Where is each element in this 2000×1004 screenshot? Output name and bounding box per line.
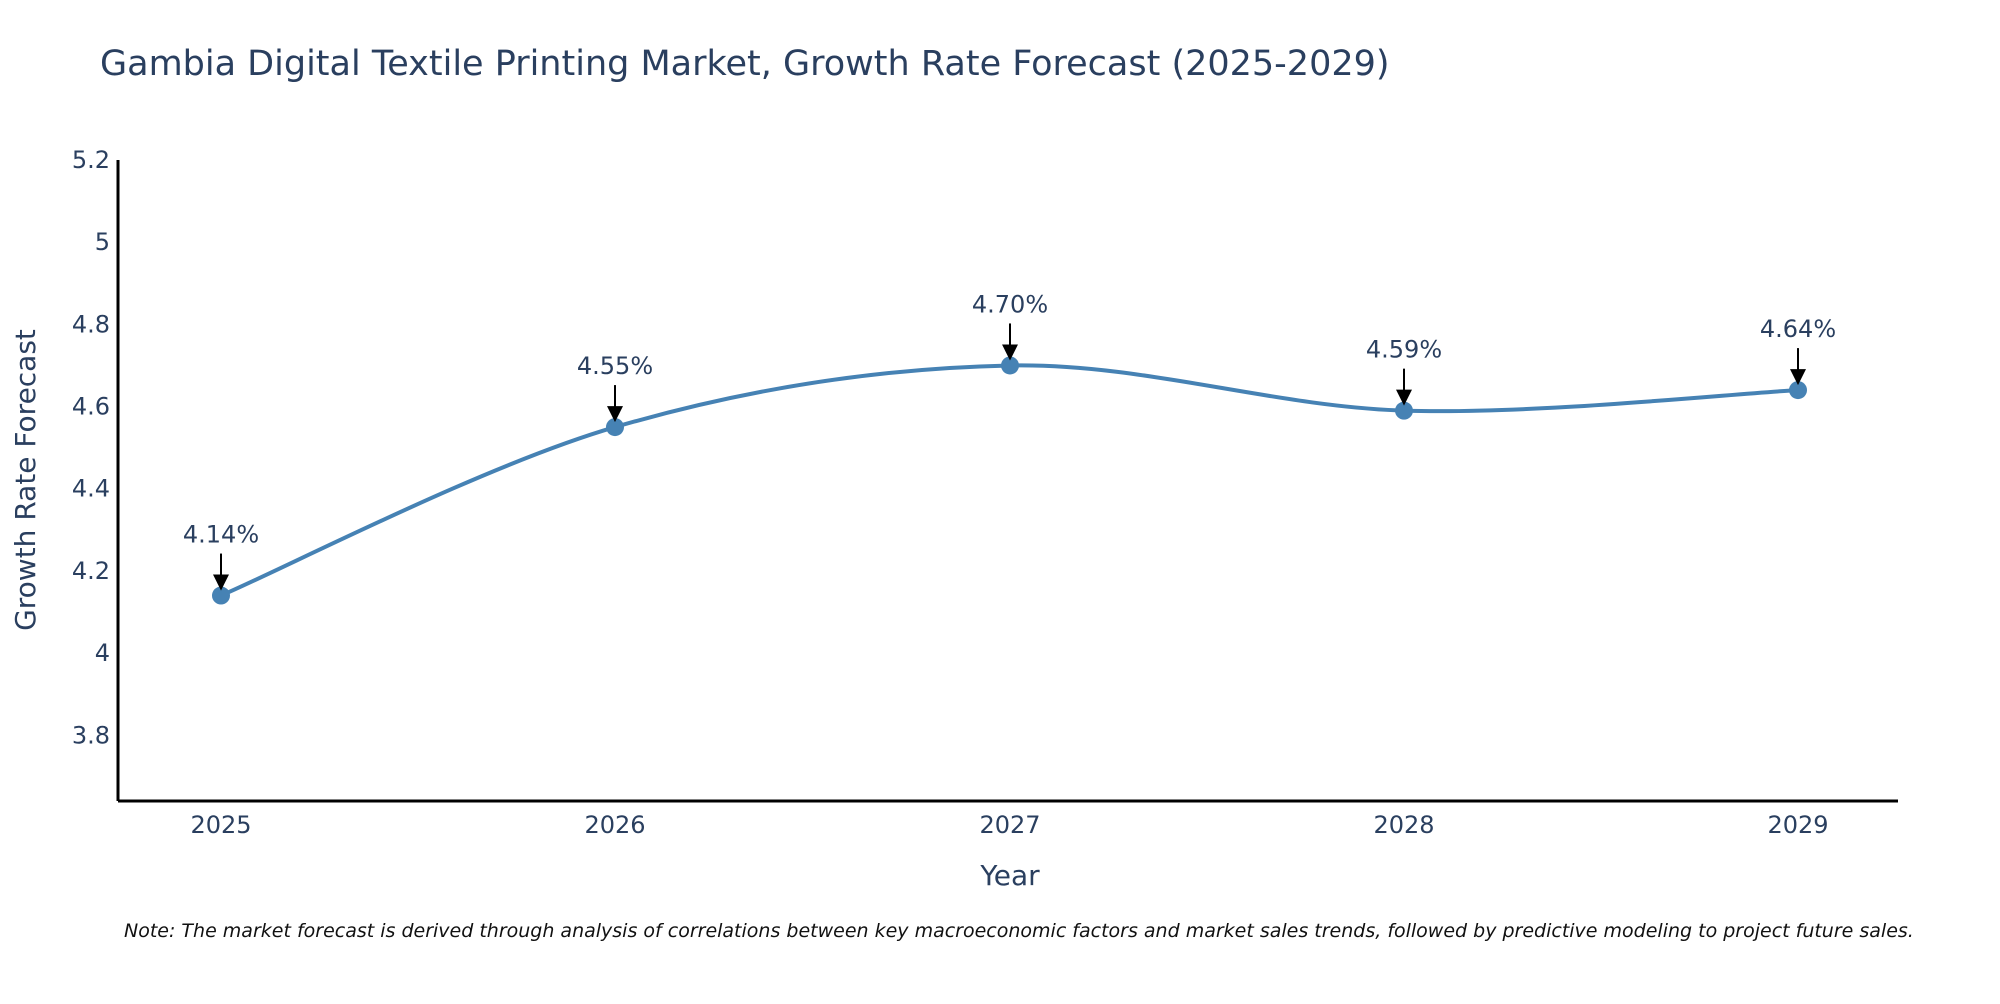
series-line-growth-rate xyxy=(219,363,1800,598)
chart-note: Note: The market forecast is derived thr… xyxy=(124,920,1914,942)
data-annotations: 4.14% 4.55% 4.70% 4.59% 4.64% xyxy=(183,290,1836,591)
y-tick-label: 4.4 xyxy=(72,475,110,503)
y-tick-label: 4 xyxy=(95,639,110,667)
data-label-2028: 4.59% xyxy=(1366,336,1442,364)
data-points xyxy=(212,356,1807,605)
y-tick-label: 4.8 xyxy=(72,310,110,338)
x-axis-title: Year xyxy=(979,859,1040,892)
x-tick-label: 2027 xyxy=(979,811,1040,839)
chart-title: Gambia Digital Textile Printing Market, … xyxy=(100,44,1390,84)
data-label-2025: 4.14% xyxy=(183,521,259,549)
y-tick-label: 5.2 xyxy=(72,146,110,174)
data-point-2025 xyxy=(212,586,230,605)
data-point-2029 xyxy=(1789,381,1807,400)
data-label-2027: 4.70% xyxy=(972,290,1048,318)
x-tick-label: 2028 xyxy=(1373,811,1434,839)
data-point-2027 xyxy=(1001,356,1019,375)
data-point-2026 xyxy=(606,418,624,437)
x-axis-ticks: 2025 2026 2027 2028 2029 xyxy=(190,811,1828,839)
data-label-2029: 4.64% xyxy=(1760,315,1836,343)
y-axis-ticks: 3.8 4 4.2 4.4 4.6 4.8 5 5.2 xyxy=(72,146,110,749)
x-tick-label: 2026 xyxy=(584,811,645,839)
data-point-2028 xyxy=(1395,401,1413,420)
y-axis-title: Growth Rate Forecast xyxy=(9,329,42,631)
x-tick-label: 2025 xyxy=(190,811,251,839)
data-label-2026: 4.55% xyxy=(577,352,653,380)
x-tick-label: 2029 xyxy=(1767,811,1828,839)
y-tick-label: 3.8 xyxy=(72,721,110,749)
y-tick-label: 4.2 xyxy=(72,557,110,585)
y-tick-label: 4.6 xyxy=(72,393,110,421)
y-tick-label: 5 xyxy=(95,228,110,256)
